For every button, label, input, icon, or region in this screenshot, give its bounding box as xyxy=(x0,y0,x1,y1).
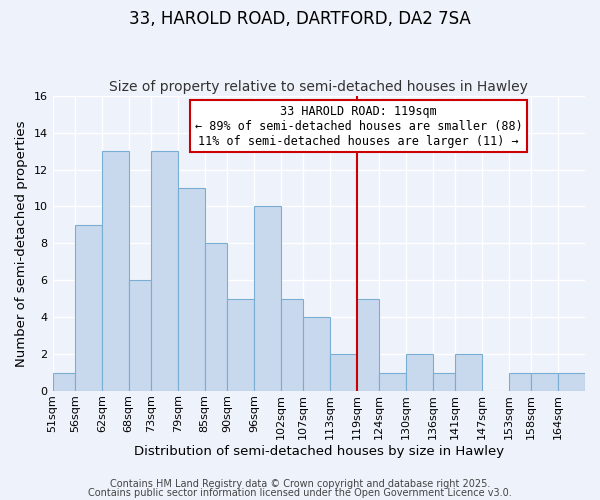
Text: Contains public sector information licensed under the Open Government Licence v3: Contains public sector information licen… xyxy=(88,488,512,498)
Bar xyxy=(75,225,102,391)
Bar xyxy=(178,188,205,391)
Bar xyxy=(379,372,406,391)
Bar xyxy=(254,206,281,391)
Text: 33 HAROLD ROAD: 119sqm
← 89% of semi-detached houses are smaller (88)
11% of sem: 33 HAROLD ROAD: 119sqm ← 89% of semi-det… xyxy=(195,104,523,148)
Bar xyxy=(303,318,330,391)
Title: Size of property relative to semi-detached houses in Hawley: Size of property relative to semi-detach… xyxy=(109,80,528,94)
Bar xyxy=(406,354,433,391)
Bar xyxy=(53,372,75,391)
Bar xyxy=(509,372,532,391)
Bar xyxy=(357,299,379,391)
Bar xyxy=(151,151,178,391)
Bar xyxy=(330,354,357,391)
Bar xyxy=(128,280,151,391)
Bar xyxy=(558,372,585,391)
Y-axis label: Number of semi-detached properties: Number of semi-detached properties xyxy=(15,120,28,366)
Bar xyxy=(102,151,128,391)
X-axis label: Distribution of semi-detached houses by size in Hawley: Distribution of semi-detached houses by … xyxy=(134,444,504,458)
Text: Contains HM Land Registry data © Crown copyright and database right 2025.: Contains HM Land Registry data © Crown c… xyxy=(110,479,490,489)
Bar xyxy=(205,244,227,391)
Bar xyxy=(532,372,558,391)
Bar xyxy=(433,372,455,391)
Bar xyxy=(455,354,482,391)
Text: 33, HAROLD ROAD, DARTFORD, DA2 7SA: 33, HAROLD ROAD, DARTFORD, DA2 7SA xyxy=(129,10,471,28)
Bar xyxy=(227,299,254,391)
Bar xyxy=(281,299,303,391)
